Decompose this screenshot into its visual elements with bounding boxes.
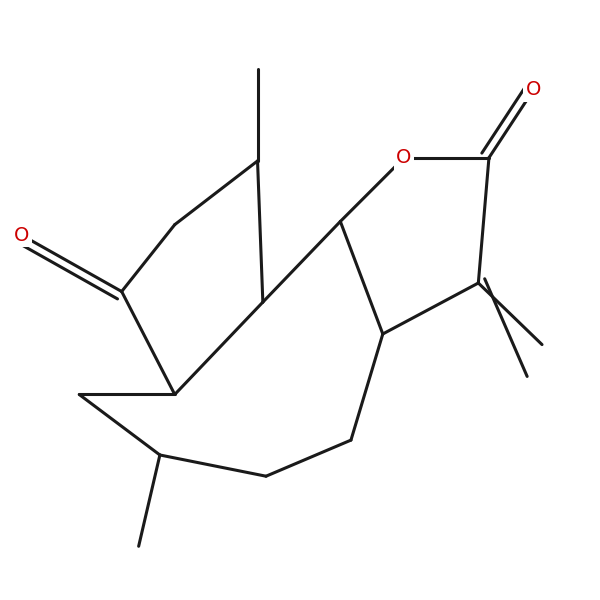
Text: O: O <box>397 148 412 167</box>
Text: O: O <box>14 226 29 245</box>
Text: O: O <box>526 80 541 100</box>
